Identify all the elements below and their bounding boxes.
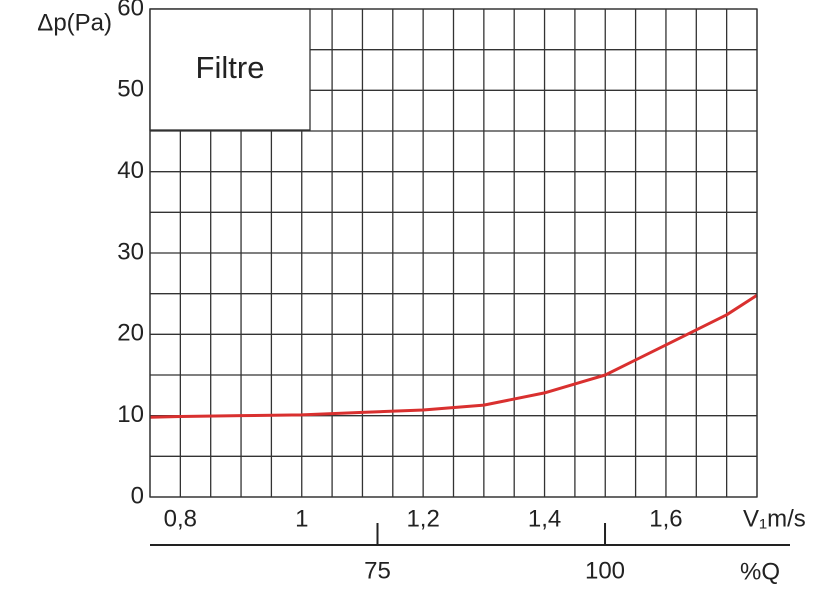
y-tick-label: 40: [117, 157, 144, 184]
x-tick-label: 0,8: [164, 505, 197, 532]
chart-title: Filtre: [196, 50, 265, 85]
x-tick-label: 1,4: [528, 505, 561, 532]
x-axis-label: V₁m/s: [743, 505, 806, 532]
x-tick-label: 1,6: [649, 505, 682, 532]
y-tick-label: 10: [117, 401, 144, 428]
x2-tick-label: 75: [364, 557, 391, 584]
plot-frame: [149, 8, 758, 498]
y-tick-label: 20: [117, 320, 144, 347]
x-tick-label: 1,2: [406, 505, 439, 532]
data-line: [149, 294, 758, 419]
y-tick-label: 0: [131, 482, 144, 509]
x2-axis-label: %Q: [740, 558, 780, 585]
y-tick-label: 60: [117, 0, 144, 21]
y-axis-label: Δp(Pa): [37, 9, 112, 36]
x-tick-label: 1: [295, 505, 308, 532]
y-tick-label: 30: [117, 238, 144, 265]
x2-tick-label: 100: [585, 557, 625, 584]
y-tick-label: 50: [117, 76, 144, 103]
